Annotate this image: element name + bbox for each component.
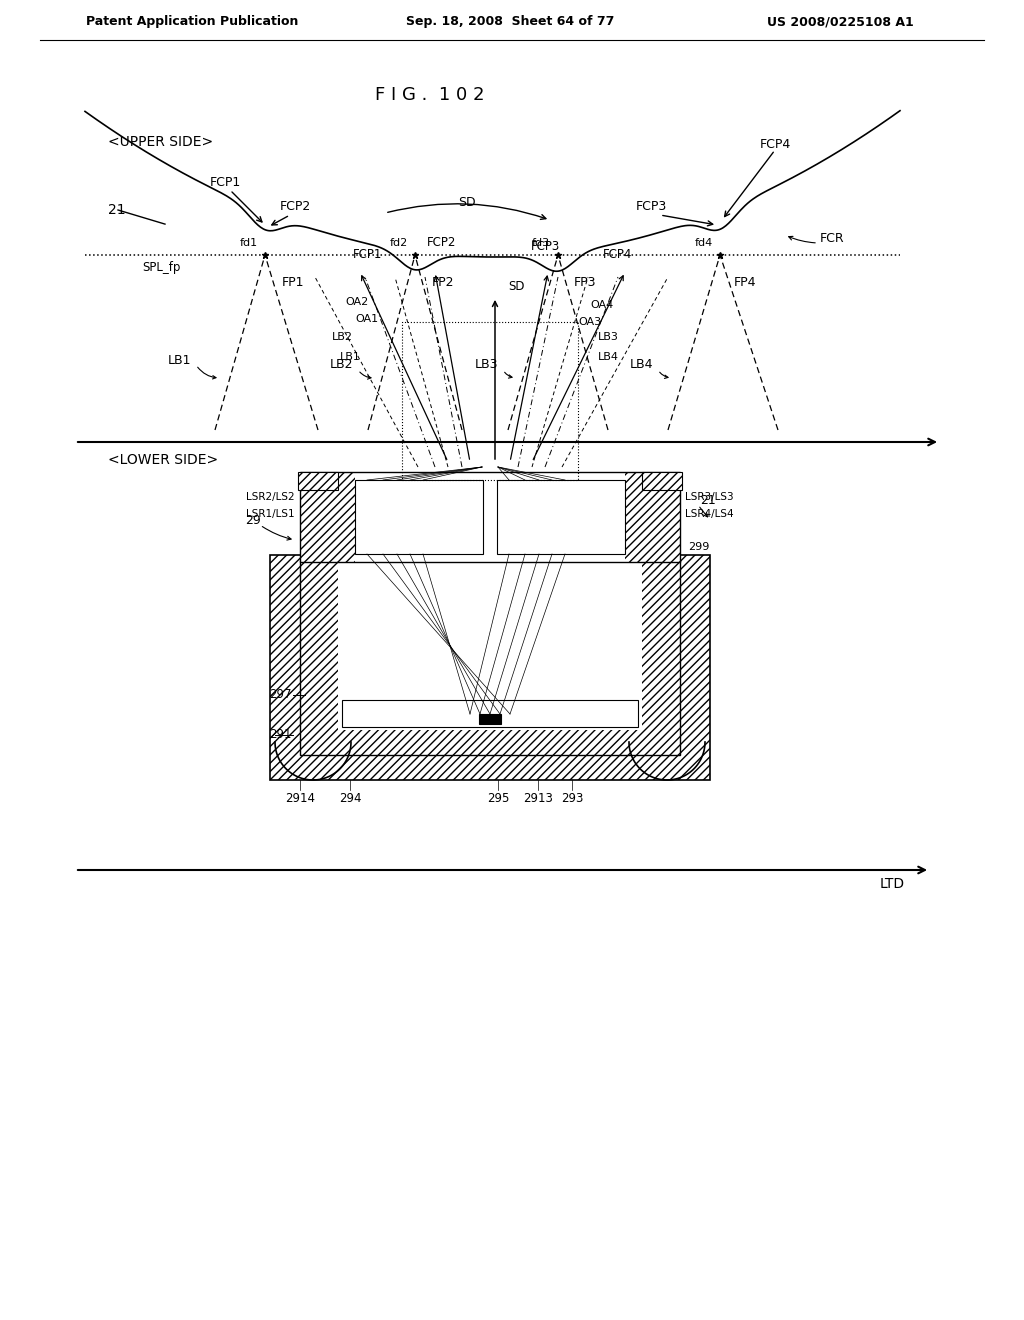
Text: LSR4/LS4: LSR4/LS4 [685,510,733,519]
Text: LB3: LB3 [598,333,618,342]
Text: SPL_fp: SPL_fp [142,261,180,275]
Bar [479,714,501,723]
Text: LSR1/LS1: LSR1/LS1 [247,510,295,519]
Text: LSR3/LS3: LSR3/LS3 [685,492,733,502]
Text: FCP1: FCP1 [353,248,383,261]
Text: LB1: LB1 [340,352,360,362]
Bar [642,473,682,490]
Bar [338,730,642,755]
Text: LB2: LB2 [330,359,353,371]
Text: 291: 291 [269,729,292,742]
Text: FCP4: FCP4 [760,139,792,152]
Text: FCP3: FCP3 [530,240,560,253]
Text: <LOWER SIDE>: <LOWER SIDE> [108,453,218,467]
Text: US 2008/0225108 A1: US 2008/0225108 A1 [767,16,913,29]
Text: fd3: fd3 [531,238,550,248]
Text: fd1: fd1 [240,238,258,248]
Text: FP3: FP3 [574,276,597,289]
Text: FCP3: FCP3 [636,201,668,214]
Bar [642,560,680,755]
Text: Sep. 18, 2008  Sheet 64 of 77: Sep. 18, 2008 Sheet 64 of 77 [406,16,614,29]
Text: SD: SD [458,195,476,209]
Text: FP2: FP2 [432,276,455,289]
Text: FCP1: FCP1 [210,176,242,189]
Text: LB3: LB3 [475,359,499,371]
Text: FCP2: FCP2 [427,235,457,248]
Bar [642,473,682,490]
Text: FCP2: FCP2 [280,201,311,214]
Text: OA1: OA1 [355,314,378,323]
Bar [298,473,338,490]
Text: FCR: FCR [820,231,845,244]
Bar [300,560,680,755]
Text: 21: 21 [108,203,126,216]
Text: LB1: LB1 [168,354,191,367]
Bar [270,554,710,780]
Bar [300,473,680,562]
Text: FP4: FP4 [734,276,757,289]
Text: fd2: fd2 [390,238,408,248]
Text: Patent Application Publication: Patent Application Publication [86,16,298,29]
Bar [298,473,338,490]
Text: 29: 29 [245,513,261,527]
Text: 294: 294 [339,792,361,804]
Text: FP1: FP1 [282,276,304,289]
Text: 2914: 2914 [285,792,315,804]
Bar [270,554,710,780]
Text: 21: 21 [700,494,716,507]
Text: 293: 293 [561,792,584,804]
Text: LSR2/LS2: LSR2/LS2 [247,492,295,502]
Text: F I G .  1 0 2: F I G . 1 0 2 [375,86,484,104]
Text: LTD: LTD [880,876,905,891]
Text: OA2: OA2 [345,297,369,308]
Text: FCP4: FCP4 [603,248,633,261]
Text: <UPPER SIDE>: <UPPER SIDE> [108,135,213,149]
Bar [625,473,680,562]
Bar [355,480,483,554]
Bar [342,700,638,727]
Text: LB4: LB4 [598,352,618,362]
Bar [497,480,625,554]
Text: OA4: OA4 [590,300,613,310]
Text: 295: 295 [486,792,509,804]
Text: 2913: 2913 [523,792,553,804]
Text: LB4: LB4 [630,359,653,371]
Bar [300,560,338,755]
Text: LB2: LB2 [332,333,353,342]
Text: 297: 297 [269,689,292,701]
Text: OA3: OA3 [578,317,601,327]
Text: 299: 299 [688,543,710,552]
Text: SD: SD [508,281,524,293]
Text: fd4: fd4 [694,238,713,248]
Bar [402,322,578,480]
Bar [300,473,355,562]
